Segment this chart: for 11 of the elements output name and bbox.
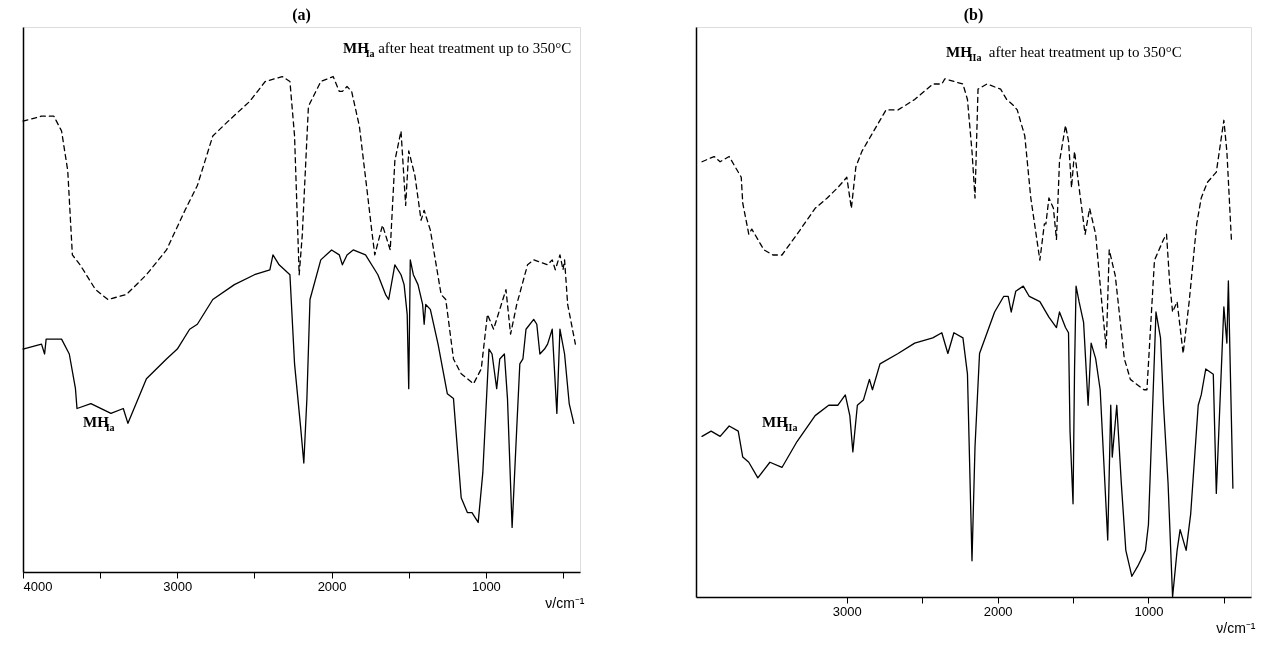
x-tick-label: 4000 (23, 578, 53, 594)
chart-title: (b) (963, 6, 984, 24)
x-tick-label: 1000 (1134, 603, 1164, 619)
x-tick-label: 1000 (471, 578, 501, 594)
x-axis-title: ν/cm⁻¹ (545, 594, 585, 611)
x-tick-label: 2000 (317, 578, 347, 594)
x-axis-title: ν/cm⁻¹ (1216, 619, 1256, 636)
chart-title: (a) (292, 6, 311, 24)
x-tick-label: 3000 (163, 578, 193, 594)
x-tick-label: 2000 (983, 603, 1013, 619)
x-tick-label: 3000 (832, 603, 862, 619)
